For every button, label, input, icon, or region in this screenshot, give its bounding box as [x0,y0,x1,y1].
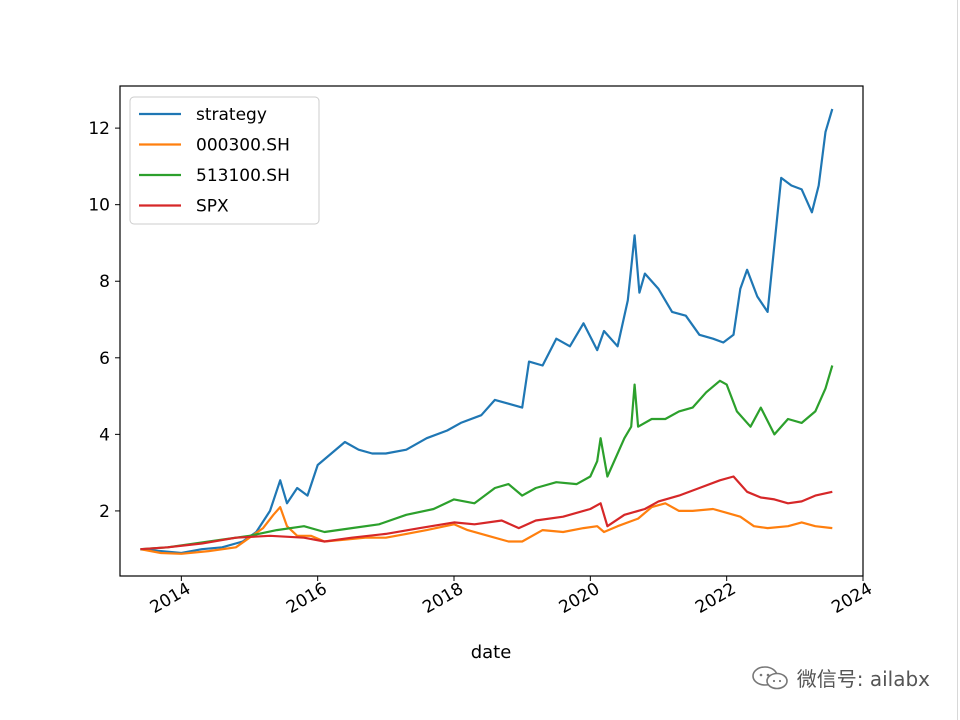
x-axis: 2014 2016 2018 2020 2022 2024 [147,576,876,618]
y-tick-label: 6 [99,349,110,369]
page-edge-divider [957,0,958,720]
y-tick-label: 8 [99,272,110,292]
x-tick-label: 2024 [828,579,875,618]
x-tick-label: 2016 [283,579,330,618]
x-axis-label: date [471,642,512,663]
x-tick-label: 2018 [419,579,466,618]
series-line-513100-sh [140,365,834,551]
legend-label: strategy [196,105,267,125]
legend-label: 513100.SH [196,166,290,186]
x-tick-label: 2020 [556,579,603,618]
series-line-spx [140,475,833,551]
series-line-strategy [140,108,834,555]
watermark-text: 微信号: ailabx [796,667,930,691]
legend-label: SPX [196,197,229,217]
legend: strategy 000300.SH 513100.SH SPX [129,96,320,225]
watermark: 微信号: ailabx [751,663,930,692]
y-tick-label: 10 [88,196,110,216]
x-tick-label: 2014 [147,579,194,618]
wechat-icon [751,665,788,689]
legend-label: 000300.SH [196,136,290,156]
x-tick-label: 2022 [692,579,739,618]
y-tick-label: 4 [99,425,110,445]
y-axis: 2 4 6 8 10 12 [88,119,120,522]
y-tick-label: 12 [88,119,110,139]
legend-box [129,96,320,225]
y-tick-label: 2 [99,502,110,522]
series-line-000300-sh [140,502,833,555]
series-layer [140,108,834,555]
plot-frame [119,85,864,577]
